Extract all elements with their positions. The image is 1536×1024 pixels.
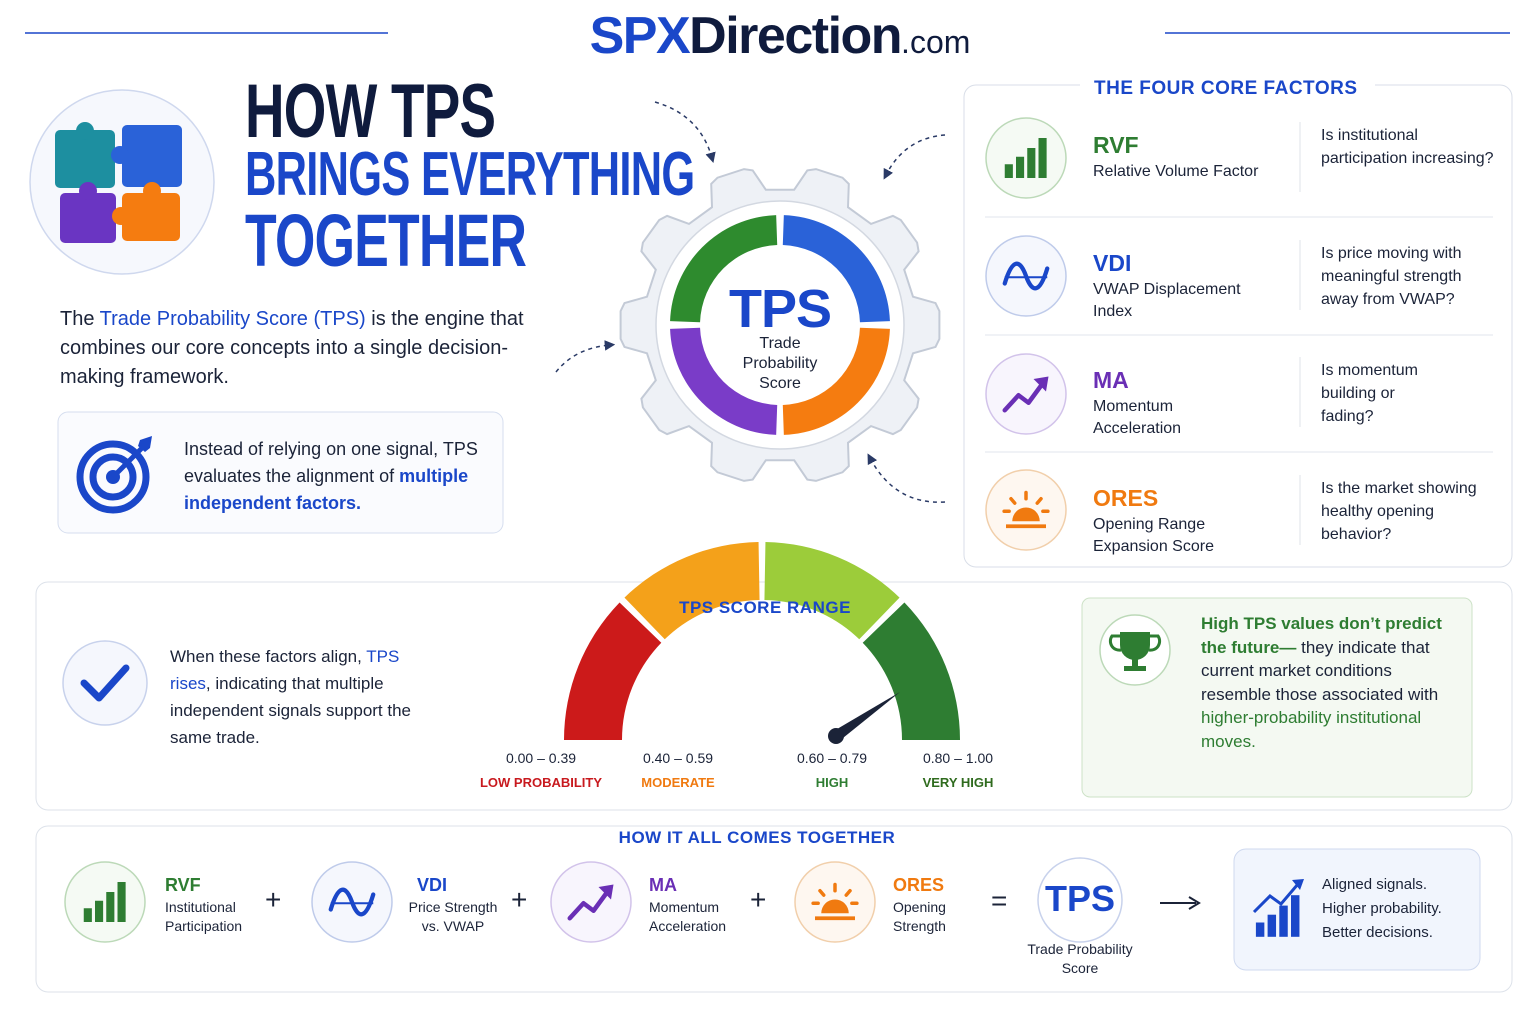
check-icon — [80, 664, 130, 702]
gauge-pivot — [828, 728, 844, 744]
band-label: LOW PROBABILITY — [479, 775, 603, 790]
summary-code: MA — [649, 875, 677, 895]
intro-text: The — [60, 308, 100, 330]
brand-direction: Direction — [689, 7, 902, 65]
factor-code: VDI — [1093, 249, 1132, 276]
operator: = — [991, 885, 1008, 916]
score-title: TPS SCORE RANGE — [679, 598, 851, 617]
ring-segment — [670, 215, 778, 323]
factor-name: Relative Volume Factor — [1093, 163, 1259, 180]
callout: Instead of relying on one signal, TPS ev… — [184, 436, 484, 517]
factor-name: Momentum Acceleration — [1093, 398, 1182, 437]
outcome-line: Higher probability. — [1322, 900, 1442, 917]
factors-title: THE FOUR CORE FACTORS — [1094, 78, 1358, 99]
outcome-line: Aligned signals. — [1322, 876, 1428, 893]
band-label: VERY HIGH — [922, 775, 994, 790]
summary-code: VDI — [417, 875, 448, 895]
summary-icons — [64, 857, 1123, 943]
hero-title: BRINGS EVERYTHING — [245, 140, 695, 209]
ring-segment — [670, 327, 778, 435]
band-label: HIGH — [815, 775, 849, 790]
hero-title: HOW TPS — [245, 69, 496, 154]
factor-code: RVF — [1093, 132, 1139, 158]
callout-text: Instead of relying on one signal, TPS ev… — [184, 439, 478, 486]
align-text-part: , indicating that multiple independent s… — [170, 674, 412, 747]
summary-code: ORES — [893, 875, 945, 895]
align-highlight: TPS rises — [170, 647, 400, 693]
result-caption: Trade Probability Score — [1027, 941, 1133, 976]
ring-segment — [782, 327, 890, 435]
note-text: they indicate that current market condit… — [1201, 637, 1439, 704]
factor-name: VWAP Displacement Index — [1093, 280, 1241, 320]
ring-segment — [782, 215, 890, 323]
band-range: 0.60 – 0.79 — [796, 750, 868, 766]
gauge-segment — [624, 542, 760, 640]
band-range: 0.40 – 0.59 — [642, 750, 714, 766]
summary-caption: Momentum Acceleration — [649, 899, 727, 934]
intro-highlight: Trade Probability Score (TPS) — [99, 308, 366, 330]
summary-code: RVF — [165, 875, 201, 895]
summary-caption: Institutional Participation — [165, 899, 243, 934]
factor-question: Is the market showing healthy opening be… — [1321, 479, 1477, 543]
band-range: 0.00 – 0.39 — [505, 750, 577, 766]
note-highlight: High TPS values don’t predict the future… — [1201, 614, 1442, 657]
intro: The Trade Probability Score (TPS) is the… — [60, 305, 525, 392]
dashed-arrows — [555, 101, 946, 503]
brand-spx: SPX — [589, 7, 691, 65]
factor-question: Is institutional participation increasin… — [1321, 127, 1494, 167]
align-text: When these factors align, TPS rises, ind… — [170, 643, 430, 751]
brand: SPXDirection.com — [0, 6, 1536, 66]
tps-ring — [670, 215, 890, 435]
flow-arrow-head — [1188, 896, 1201, 910]
operator: + — [511, 884, 528, 915]
outcome-box — [1233, 848, 1481, 971]
target-icon — [76, 436, 152, 514]
trophy-icon — [1108, 632, 1162, 671]
result-code: TPS — [1044, 878, 1115, 919]
factor-name: Opening Range Expansion Score — [1093, 515, 1214, 555]
gauge-segment — [764, 542, 900, 640]
summary-caption: Price Strength vs. VWAP — [408, 899, 498, 934]
operator: + — [265, 884, 282, 915]
outcome-icon — [1252, 879, 1304, 937]
engine-title: TPS — [728, 279, 832, 339]
gauge — [564, 542, 960, 744]
summary-caption: Opening Strength — [893, 899, 946, 934]
operator: + — [750, 884, 767, 915]
title-mask — [1080, 78, 1375, 94]
outcome-line: Better decisions. — [1322, 924, 1433, 941]
engine-subtitle: Trade Probability Score — [742, 335, 818, 392]
note: High TPS values don’t predict the future… — [1201, 612, 1451, 753]
align-text-part: When these factors align, — [170, 647, 367, 666]
factor-question: Is momentum building or fading? — [1321, 362, 1418, 425]
factor-code: ORES — [1093, 484, 1159, 511]
puzzle-icon — [55, 122, 182, 243]
hero-title: TOGETHER — [245, 199, 527, 282]
brand-domain: .com — [901, 24, 971, 60]
band-label: MODERATE — [641, 775, 715, 790]
band-range: 0.80 – 1.00 — [922, 750, 994, 766]
factor-code: MA — [1093, 367, 1129, 393]
check-badge — [62, 640, 148, 726]
factor-icons — [985, 117, 1067, 551]
callout-box — [57, 411, 504, 534]
gauge-segment — [564, 602, 662, 740]
callout-highlight: multiple independent factors. — [184, 466, 469, 513]
summary-panel — [35, 825, 1513, 993]
intro-text: is the engine that combines our core con… — [60, 308, 524, 388]
note-box — [1081, 597, 1473, 798]
summary-title: HOW IT ALL COMES TOGETHER — [618, 828, 896, 847]
factor-question: Is price moving with meaningful strength… — [1321, 244, 1462, 308]
row-separators — [985, 216, 1493, 453]
gauge-needle — [832, 692, 900, 742]
note-highlight: higher-probability institutional moves. — [1201, 708, 1422, 751]
gauge-segment — [862, 602, 960, 740]
